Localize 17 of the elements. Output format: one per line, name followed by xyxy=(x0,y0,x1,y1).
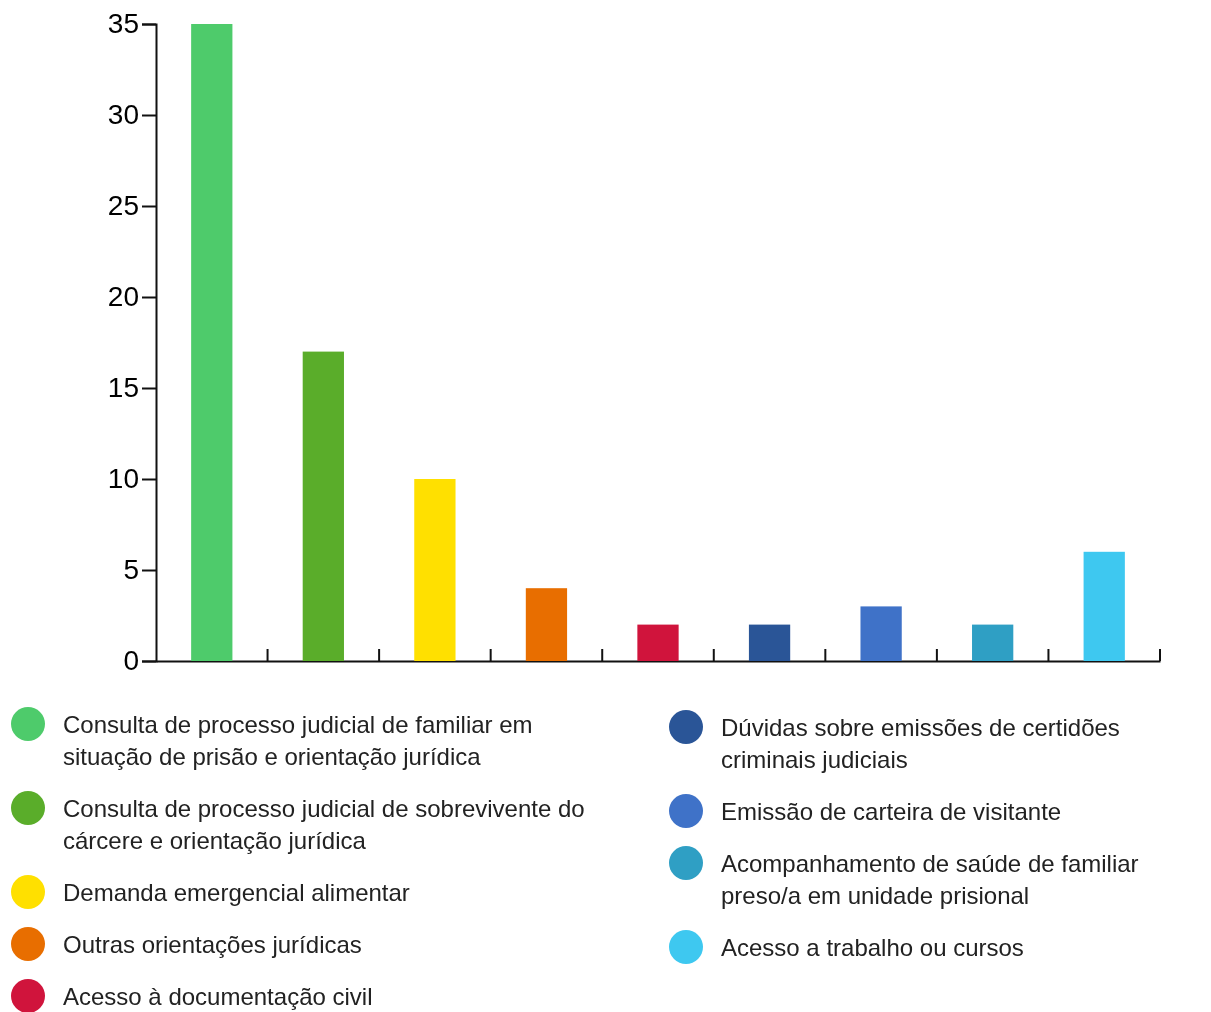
legend-label: Emissão de carteira de visitante xyxy=(721,798,1062,825)
y-tick-label: 25 xyxy=(107,190,139,222)
y-tick-label: 10 xyxy=(107,463,139,495)
y-tick-label: 15 xyxy=(107,372,139,404)
y-tick-label: 35 xyxy=(107,8,139,40)
y-tick-label: 20 xyxy=(107,281,139,313)
y-tick-label: 0 xyxy=(123,645,139,677)
legend-label: Acesso à documentação civil xyxy=(63,983,373,1010)
legend-label: Acesso a trabalho ou cursos xyxy=(721,934,1024,961)
legend-label: Dúvidas sobre emissões de certidões criminais judiciais xyxy=(721,714,1120,773)
legend-label: Acompanhamento de saúde de familiar preso/a em unidade prisional xyxy=(721,850,1139,909)
legend-label: Demanda emergencial alimentar xyxy=(63,879,410,906)
y-tick-label: 30 xyxy=(107,99,139,131)
legend-label: Consulta de processo judicial de familiar em situação de prisão e orientação jurídica xyxy=(63,711,533,770)
y-tick-label: 5 xyxy=(123,554,139,586)
legend-label: Consulta de processo judicial de sobrevivente do cárcere e orientação jurídica xyxy=(63,795,585,854)
legend-label: Outras orientações jurídicas xyxy=(63,931,362,958)
